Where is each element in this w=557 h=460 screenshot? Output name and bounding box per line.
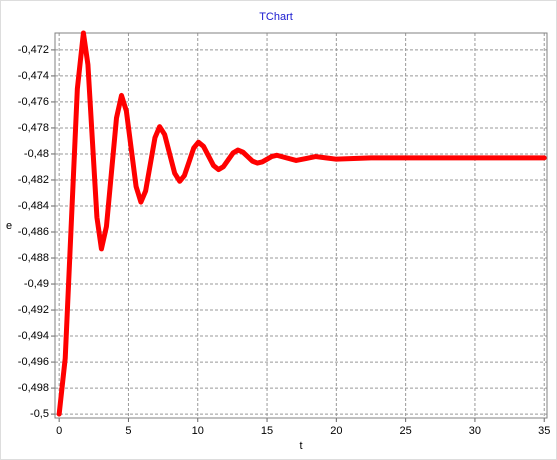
- y-tick-label: -0,478: [18, 122, 49, 134]
- y-axis-label: e: [6, 220, 12, 232]
- x-tick-label: 0: [56, 425, 62, 437]
- y-tick-label: -0,496: [18, 356, 49, 368]
- y-tick-label: -0,476: [18, 96, 49, 108]
- y-tick-label: -0,488: [18, 252, 49, 264]
- plot-border: [54, 32, 548, 419]
- chart-title: TChart: [259, 11, 293, 23]
- y-tick-label: -0,498: [18, 382, 49, 394]
- x-tick-label: 30: [469, 425, 481, 437]
- x-tick-label: 25: [400, 425, 412, 437]
- x-tick-label: 10: [192, 425, 204, 437]
- y-tick-label: -0,484: [18, 200, 49, 212]
- x-tick-label: 20: [330, 425, 342, 437]
- y-tick-label: -0,49: [24, 278, 49, 290]
- x-tick-label: 5: [125, 425, 131, 437]
- x-axis-label: t: [299, 440, 302, 452]
- y-tick-label: -0,492: [18, 304, 49, 316]
- y-tick-label: -0,472: [18, 44, 49, 56]
- plot-area: [55, 33, 547, 418]
- x-tick-label: 35: [538, 425, 550, 437]
- x-tick-label: 15: [261, 425, 273, 437]
- y-tick-label: -0,48: [24, 148, 49, 160]
- y-tick-label: -0,482: [18, 174, 49, 186]
- data-line: [56, 30, 547, 417]
- y-tick-label: -0,486: [18, 226, 49, 238]
- y-tick-label: -0,494: [18, 330, 49, 342]
- y-tick-label: -0,474: [18, 70, 49, 82]
- y-tick-label: -0,5: [30, 408, 49, 420]
